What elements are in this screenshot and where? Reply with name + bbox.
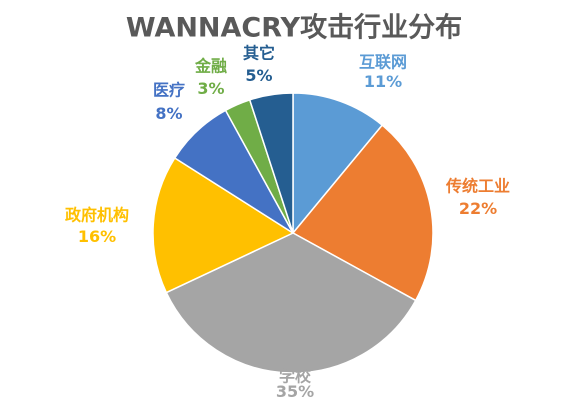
slice-percent-5: 3% [197,79,224,98]
slice-percent-value: 5 [245,66,256,85]
slice-label-2: 学校 [279,367,312,386]
slice-percent-value: 35 [276,382,298,401]
chart-title: WANNACRY攻击行业分布 [126,12,462,44]
slice-percent-2: 35% [276,382,314,401]
slice-percent-value: 11 [364,72,386,91]
slice-percent-3: 16% [78,227,116,246]
slice-label-1: 传统工业 [445,177,510,196]
slice-percent-1: 22% [459,199,497,218]
slice-label-3: 政府机构 [65,206,129,225]
slice-percent-unit: % [481,199,497,218]
slice-percent-unit: % [167,104,183,123]
slice-percent-4: 8% [155,104,182,123]
slice-percent-unit: % [298,382,314,401]
pie-slice-1 [292,124,434,302]
slice-percent-0: 11% [364,72,402,91]
slice-label-4: 医疗 [153,81,185,100]
pie-slices [152,92,434,374]
slice-percent-unit: % [100,227,116,246]
slice-percent-value: 3 [197,79,208,98]
slice-percent-unit: % [386,72,402,91]
slice-percent-value: 22 [459,199,481,218]
slice-label-6: 其它 [243,44,275,63]
slice-label-5: 金融 [194,57,227,76]
slice-percent-value: 16 [78,227,100,246]
slice-label-0: 互联网 [359,53,407,72]
pie-slice-0 [292,92,383,234]
slice-percent-unit: % [257,66,273,85]
pie-slice-3 [152,157,294,294]
pie-slice-6 [248,92,294,234]
slice-percent-unit: % [209,79,225,98]
slice-percent-value: 8 [155,104,166,123]
pie-slice-2 [165,232,417,374]
slice-percent-6: 5% [245,66,272,85]
